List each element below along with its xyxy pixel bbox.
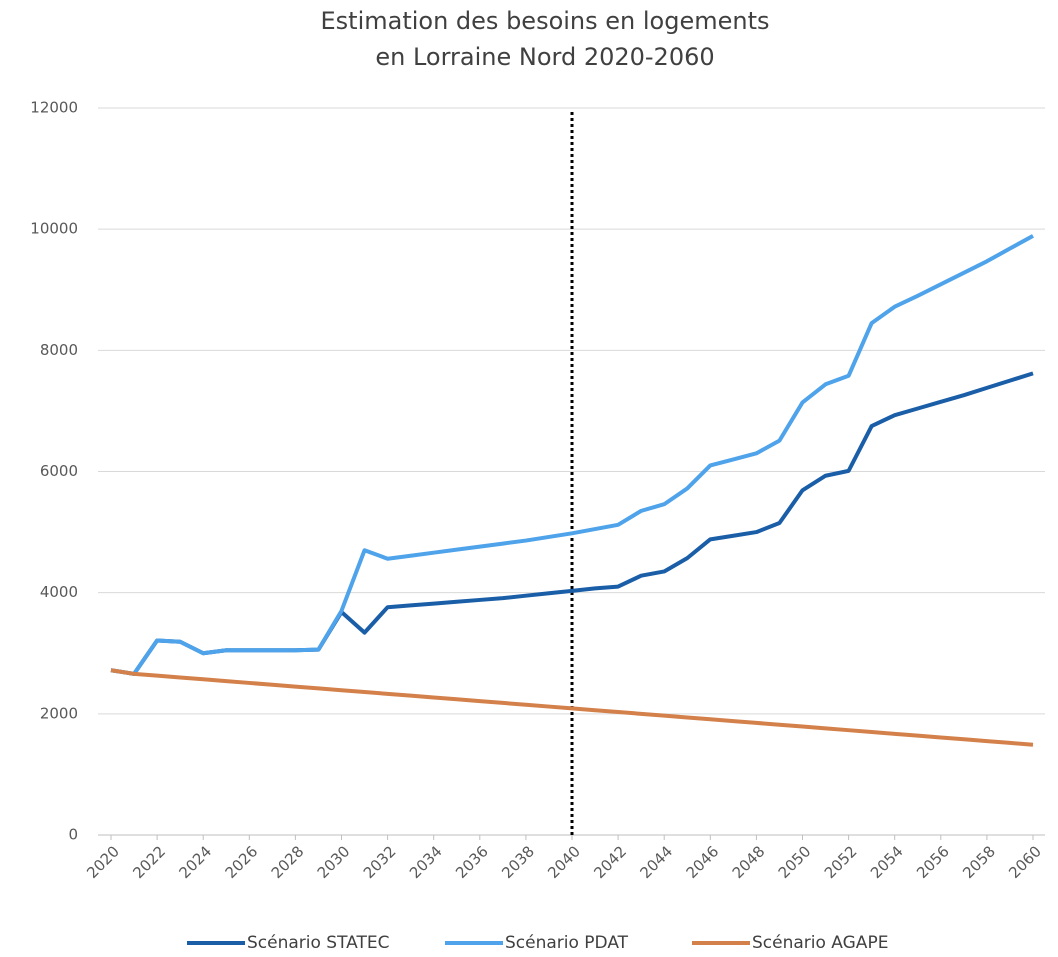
x-tick-label: 2044 <box>636 842 676 882</box>
legend-label: Scénario STATEC <box>247 933 389 953</box>
x-tick-label: 2060 <box>1005 842 1045 882</box>
x-tick-label: 2032 <box>360 842 400 882</box>
x-tick-label: 2042 <box>590 842 630 882</box>
series-line <box>110 234 1034 676</box>
x-tick-label: 2048 <box>729 842 769 882</box>
x-tick-label: 2040 <box>544 842 584 882</box>
series-line <box>110 668 1034 747</box>
y-tick-label: 10000 <box>30 220 78 238</box>
y-tick-label: 12000 <box>30 99 78 117</box>
x-tick-label: 2024 <box>175 842 215 882</box>
y-tick-label: 6000 <box>40 462 78 480</box>
x-tick-label: 2036 <box>452 842 492 882</box>
x-tick-label: 2022 <box>129 842 169 882</box>
chart-title: en Lorraine Nord 2020-2060 <box>375 43 714 71</box>
x-tick-label: 2026 <box>222 842 262 882</box>
x-tick-label: 2034 <box>406 842 446 882</box>
x-tick-label: 2030 <box>314 842 354 882</box>
legend-label: Scénario PDAT <box>505 933 629 953</box>
x-tick-label: 2054 <box>867 842 907 882</box>
x-tick-label: 2058 <box>959 842 999 882</box>
x-tick-label: 2028 <box>268 842 308 882</box>
y-tick-label: 4000 <box>40 583 78 601</box>
y-tick-label: 2000 <box>40 704 78 722</box>
x-tick-label: 2052 <box>821 842 861 882</box>
x-tick-label: 2056 <box>913 842 953 882</box>
y-tick-label: 0 <box>68 826 78 844</box>
x-tick-label: 2050 <box>775 842 815 882</box>
legend-label: Scénario AGAPE <box>752 933 888 953</box>
chart-title: Estimation des besoins en logements <box>321 7 770 35</box>
x-tick-label: 2020 <box>83 842 123 882</box>
y-tick-label: 8000 <box>40 341 78 359</box>
x-tick-label: 2046 <box>683 842 723 882</box>
x-tick-label: 2038 <box>498 842 538 882</box>
